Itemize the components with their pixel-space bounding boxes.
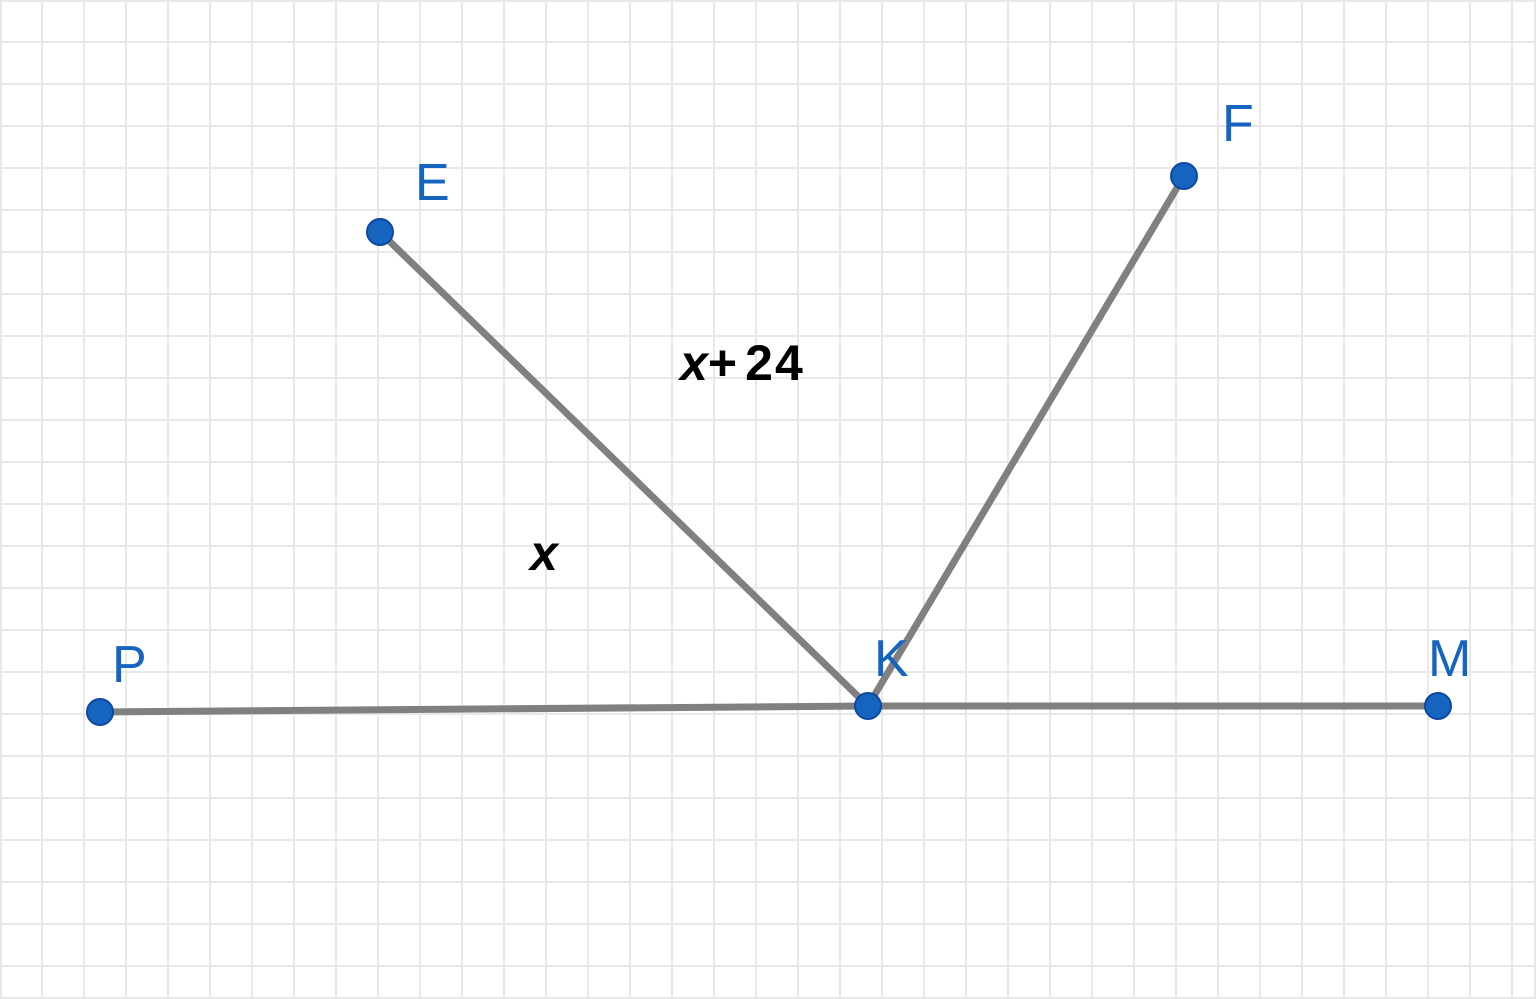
point-label-P: P — [112, 636, 147, 694]
point-M[interactable] — [1425, 693, 1451, 719]
grid-layer — [0, 0, 1536, 999]
geometry-canvas: P E F K Mx x+ 24 — [0, 0, 1536, 999]
point-E[interactable] — [367, 219, 393, 245]
point-label-F: F — [1222, 95, 1254, 153]
point-label-E: E — [415, 154, 450, 212]
point-label-M: M — [1428, 630, 1471, 688]
point-label-K: K — [874, 630, 909, 688]
angle-label-EKF: x+ 24 — [677, 335, 805, 391]
point-P[interactable] — [87, 699, 113, 725]
point-F[interactable] — [1171, 163, 1197, 189]
angle-label-PKE: x — [527, 525, 560, 581]
point-K[interactable] — [855, 693, 881, 719]
